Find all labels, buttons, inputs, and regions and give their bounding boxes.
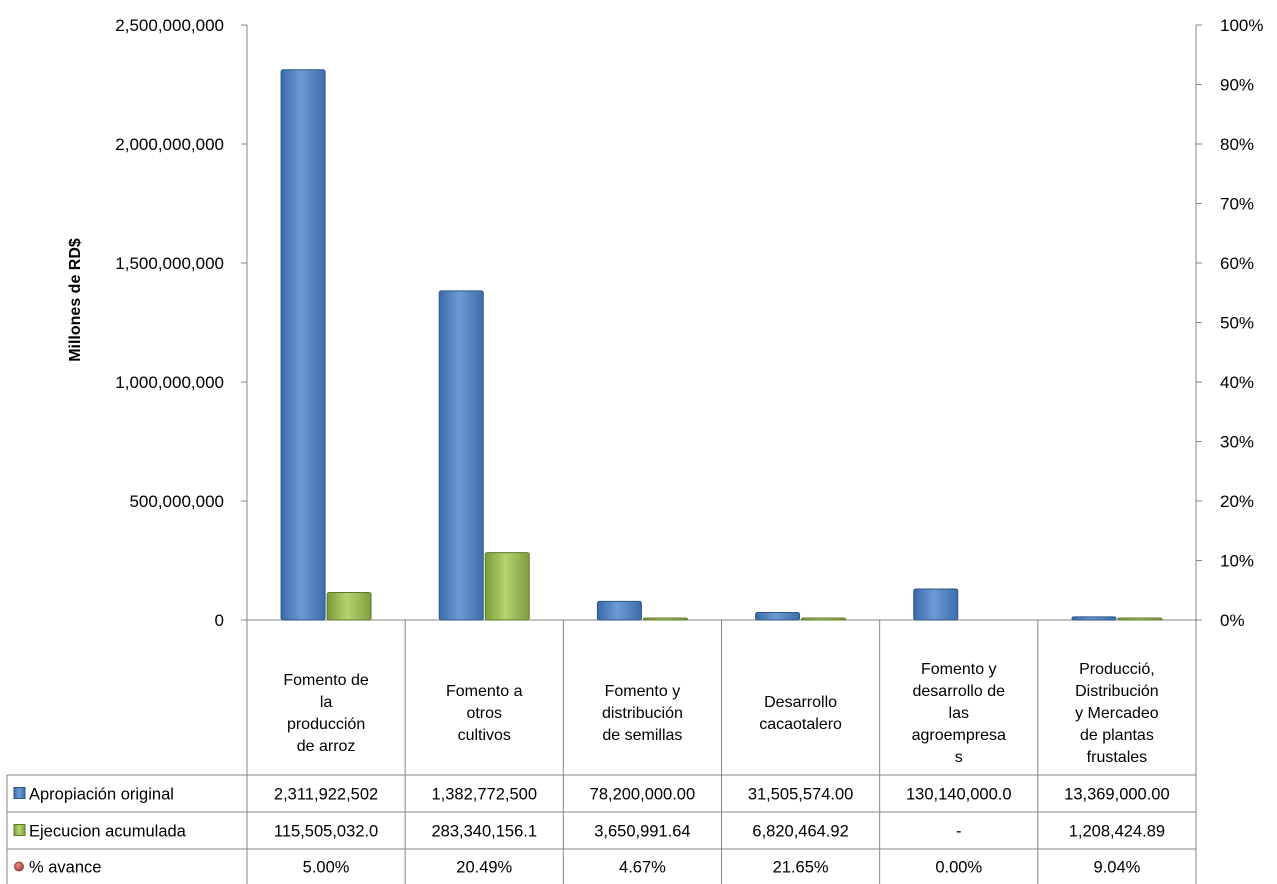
- bar-apropiacion: [755, 612, 801, 621]
- category-label: Fomento y: [605, 683, 681, 700]
- y2-tick-label: 90%: [1220, 76, 1254, 95]
- table-cell: 31,505,574.00: [748, 786, 854, 804]
- bar-apropiacion: [280, 69, 326, 621]
- category-label: distribución: [602, 705, 683, 722]
- y-tick-label: 1,000,000,000: [115, 373, 224, 392]
- table-cell: 78,200,000.00: [590, 786, 696, 804]
- y2-tick-label: 60%: [1220, 254, 1254, 273]
- category-label: de semillas: [602, 727, 682, 744]
- table-cell: 1,382,772,500: [431, 786, 537, 804]
- y2-tick-label: 40%: [1220, 373, 1254, 392]
- category-label: de plantas: [1080, 727, 1154, 744]
- table-cell: 115,505,032.0: [274, 823, 378, 841]
- legend-key: [13, 787, 26, 799]
- table-cell: 21.65%: [773, 859, 829, 877]
- y-ticks: 0 500,000,000 1,000,000,000 1,500,000,000 2,…: [115, 16, 247, 630]
- category-label: agroempresa: [912, 727, 1006, 744]
- category-label: Desarrollo: [764, 694, 837, 711]
- y2-tick-label: 20%: [1220, 492, 1254, 511]
- category-label: Fomento y: [921, 661, 997, 678]
- table-cell: 130,140,000.0: [906, 786, 1012, 804]
- table-cell: 3,650,991.64: [594, 823, 690, 841]
- table-cell: 0.00%: [935, 859, 982, 877]
- y2-tick-label: 70%: [1220, 195, 1254, 214]
- table-cell: 283,340,156.1: [431, 823, 537, 841]
- category-label: cacaotalero: [759, 716, 842, 733]
- data-table: Fomento de la producción de arroz Fomento a o…: [6, 620, 1197, 884]
- bars: [280, 69, 1163, 621]
- y2-tick-label: 50%: [1220, 314, 1254, 333]
- y-tick-label: 1,500,000,000: [115, 254, 224, 273]
- y-tick-label: 2,500,000,000: [115, 16, 224, 35]
- y2-tick-label: 30%: [1220, 433, 1254, 452]
- table-cell: 13,369,000.00: [1064, 786, 1170, 804]
- category-label: Distribución: [1075, 683, 1159, 700]
- legend-key: [13, 824, 26, 836]
- y2-tick-label: 100%: [1220, 16, 1263, 35]
- bar-ejecucion: [326, 592, 372, 621]
- table-cell: 5.00%: [303, 859, 350, 877]
- y-tick-label: 500,000,000: [129, 492, 224, 511]
- category-label: desarrollo de: [913, 683, 1006, 700]
- category-label: frustales: [1087, 749, 1147, 766]
- bar-apropiacion: [1071, 616, 1117, 621]
- y2-tick-label: 80%: [1220, 135, 1254, 154]
- y-tick-label: 0: [215, 611, 224, 630]
- category-label: de arroz: [297, 738, 356, 755]
- y-tick-label: 2,000,000,000: [115, 135, 224, 154]
- bar-apropiacion: [596, 600, 642, 621]
- legend-key: [14, 861, 24, 872]
- table-cell: 9.04%: [1094, 859, 1141, 877]
- y2-ticks: 0% 10% 20% 30% 40% 50% 60% 70% 80% 90% 100%: [1196, 16, 1263, 630]
- table-cell: 1,208,424.89: [1069, 823, 1165, 841]
- category-label: las: [949, 705, 969, 722]
- table-cell: 2,311,922,502: [274, 786, 378, 804]
- y2-tick-label: 10%: [1220, 552, 1254, 571]
- series-name: % avance: [29, 859, 101, 877]
- table-cell: -: [956, 823, 962, 841]
- bar-ejecucion: [801, 617, 847, 621]
- category-label: Fomento a: [446, 683, 523, 700]
- category-label: y Mercadeo: [1075, 705, 1159, 722]
- category-label: Fomento de: [283, 672, 368, 689]
- table-cell: 4.67%: [619, 859, 666, 877]
- y2-tick-label: 0%: [1220, 611, 1245, 630]
- bar-ejecucion: [642, 617, 688, 621]
- bar-ejecucion: [484, 552, 530, 621]
- category-label: producción: [287, 716, 365, 733]
- category-label: otros: [466, 705, 502, 722]
- y-axis-title: Millones de RD$: [67, 238, 84, 362]
- table-cell: 20.49%: [456, 859, 512, 877]
- bar-apropiacion: [913, 588, 959, 621]
- bar-ejecucion: [1117, 617, 1163, 621]
- series-name: Apropiación original: [29, 786, 174, 804]
- table-cell: 6,820,464.92: [752, 823, 848, 841]
- category-label: s: [955, 749, 963, 766]
- category-label: Producció,: [1079, 661, 1155, 678]
- series-name: Ejecucion acumulada: [29, 823, 187, 841]
- bar-apropiacion: [438, 290, 484, 621]
- category-label: cultivos: [458, 727, 511, 744]
- category-label: la: [320, 694, 333, 711]
